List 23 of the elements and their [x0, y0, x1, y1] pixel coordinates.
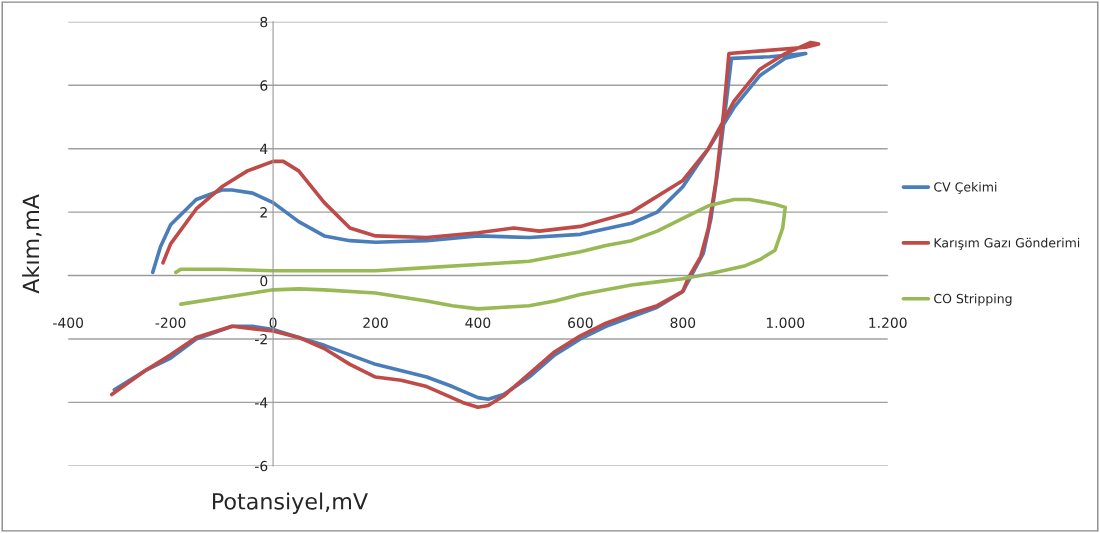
x-tick-label: 0	[269, 317, 277, 328]
y-tick-label: -6	[255, 460, 268, 472]
y-tick-label: 8	[260, 16, 268, 28]
y-tick-label: 0	[260, 275, 268, 287]
x-tick-label: 400	[465, 317, 491, 328]
y-tick-label: -2	[255, 333, 267, 345]
x-tick-label: -200	[155, 317, 186, 328]
y-tick-label: 2	[260, 207, 267, 218]
x-axis-title: Potansiyel,mV	[213, 492, 368, 514]
x-tick-label: 1.200	[869, 317, 907, 328]
x-tick-label: 600	[568, 317, 593, 328]
legend-label: CO Stripping	[934, 293, 1012, 306]
x-tick-label: 800	[670, 317, 696, 328]
x-tick-label: 200	[363, 317, 388, 328]
line-series	[173, 197, 788, 311]
legend-label: Karışım Gazı Gönderimi	[934, 237, 1080, 250]
x-tick-label: 1.000	[766, 317, 805, 328]
y-tick-label: 4	[260, 143, 268, 154]
y-tick-label: 6	[260, 80, 268, 91]
y-tick-label: -4	[255, 397, 268, 408]
y-axis-title: Akım,mA	[22, 194, 42, 294]
x-tick-label: -400	[53, 317, 84, 328]
legend-label: CV Çekimi	[934, 181, 997, 194]
